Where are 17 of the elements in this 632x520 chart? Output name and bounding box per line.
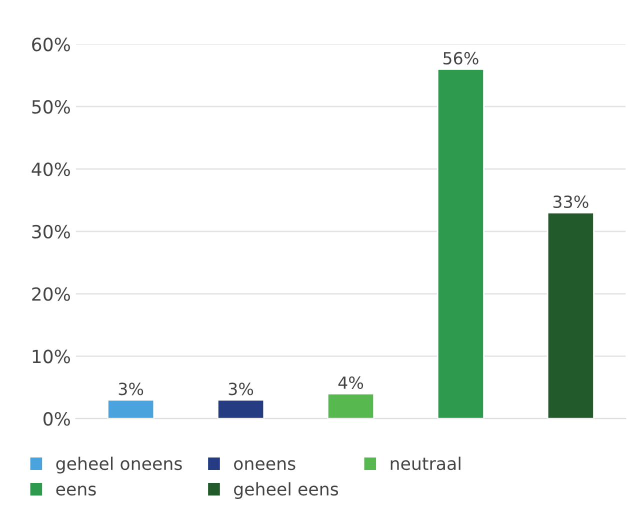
- text: 3%: [228, 382, 254, 396]
- y-tick-label: 40%: [32, 162, 70, 176]
- y-tick-label: 30%: [32, 224, 70, 239]
- text: 3%: [118, 382, 144, 396]
- y-tick-label: 60%: [32, 38, 70, 52]
- legend-label: geheel oneens: [56, 456, 182, 474]
- legend-label: oneens: [234, 460, 296, 470]
- y-tick-label: 20%: [32, 287, 70, 301]
- legend-label: eens: [56, 486, 96, 496]
- text: 4%: [338, 376, 364, 390]
- legend-label: neutraal: [390, 456, 460, 470]
- y-tick-label: 10%: [32, 350, 70, 364]
- y-tick-label: 0%: [44, 412, 70, 426]
- text: 33%: [553, 195, 588, 208]
- text: 56%: [443, 52, 478, 65]
- y-tick-label: 50%: [32, 100, 70, 114]
- legend-label: geheel eens: [234, 482, 338, 499]
